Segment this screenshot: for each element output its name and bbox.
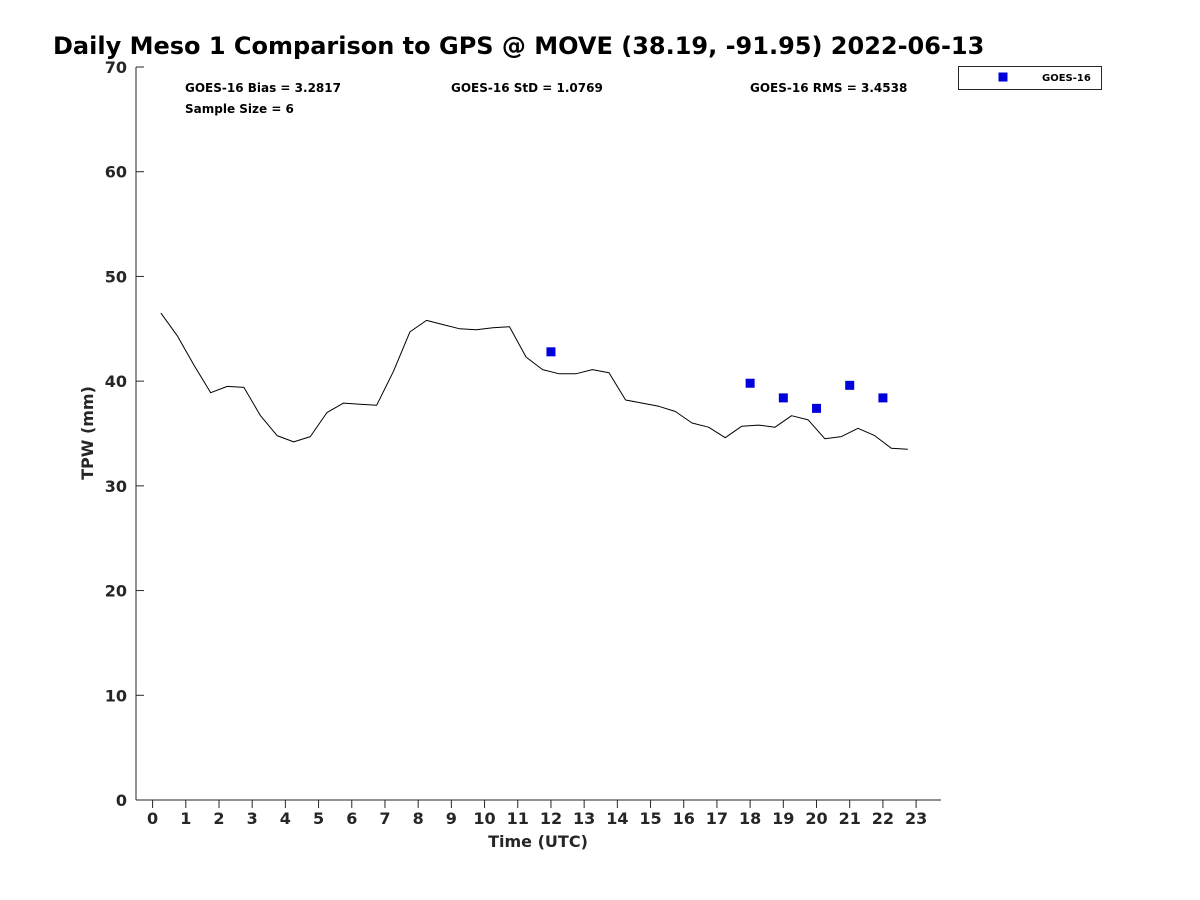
x-axis-ticks: 0 1 2 3 4 5 6 7 8 9 10 11 12 13 14 15 16 17 18 19 20 21 22 23 [147,800,927,828]
legend-box [958,66,1102,90]
y-tick-label: 70 [105,58,127,77]
x-tick-label: 7 [379,809,390,828]
legend-label-goes-16: GOES-16 [1042,73,1091,84]
y-axis-ticks: 0 10 20 30 40 50 60 70 [105,58,144,810]
x-tick-label: 10 [473,809,495,828]
legend: GOES-16 [958,66,1102,90]
x-tick-label: 2 [213,809,224,828]
x-tick-label: 23 [905,809,927,828]
goes-16-point [845,380,855,390]
x-tick-label: 22 [872,809,894,828]
std-annotation: GOES-16 StD = 1.0769 [451,81,603,95]
goes-16-point [745,378,755,388]
y-tick-label: 0 [116,791,127,810]
y-tick-label: 50 [105,267,127,286]
bias-annotation: GOES-16 Bias = 3.2817 [185,81,341,95]
x-tick-label: 9 [446,809,457,828]
y-tick-label: 10 [105,686,127,705]
x-axis-label: Time (UTC) [488,832,588,851]
x-tick-label: 16 [673,809,695,828]
x-tick-label: 3 [247,809,258,828]
x-tick-label: 5 [313,809,324,828]
x-tick-label: 4 [280,809,291,828]
x-tick-label: 11 [507,809,529,828]
rms-annotation: GOES-16 RMS = 3.4538 [750,81,907,95]
y-axis-label: TPW (mm) [78,386,97,480]
goes-16-point [812,403,822,413]
x-tick-label: 12 [540,809,562,828]
x-tick-label: 14 [606,809,628,828]
sample-size-annotation: Sample Size = 6 [185,102,294,116]
chart-title: Daily Meso 1 Comparison to GPS @ MOVE (3… [53,32,984,60]
y-tick-label: 20 [105,582,127,601]
x-tick-label: 18 [739,809,761,828]
x-tick-label: 20 [805,809,827,828]
x-tick-label: 17 [706,809,728,828]
goes-16-point [778,393,788,403]
x-tick-label: 8 [413,809,424,828]
goes-16-point [546,347,556,357]
x-tick-label: 1 [180,809,191,828]
x-tick-label: 0 [147,809,158,828]
y-tick-label: 60 [105,163,127,182]
x-tick-label: 13 [573,809,595,828]
gps-line-series [160,312,908,450]
y-tick-label: 30 [105,477,127,496]
x-tick-label: 6 [346,809,357,828]
y-tick-label: 40 [105,372,127,391]
goes-16-point [878,393,888,403]
gps-tpw-line [160,312,908,450]
legend-marker-goes-16 [998,72,1008,82]
x-tick-label: 15 [639,809,661,828]
x-tick-label: 19 [772,809,794,828]
x-tick-label: 21 [839,809,861,828]
goes-16-marker-series [546,347,888,413]
